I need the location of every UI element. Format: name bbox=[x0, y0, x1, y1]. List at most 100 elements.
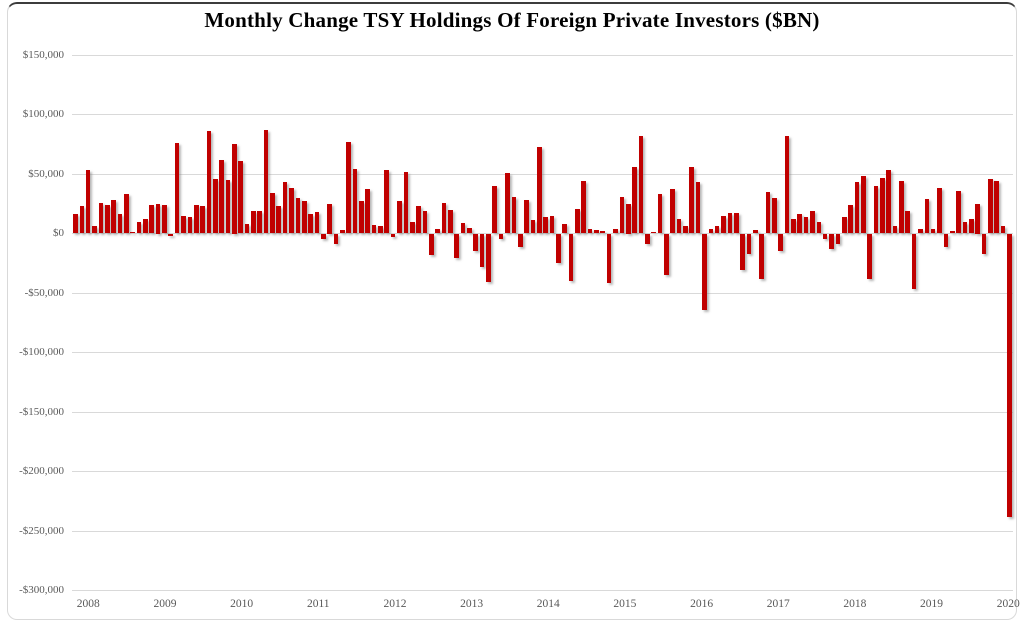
bar-month-21 bbox=[206, 131, 212, 234]
bar-month-114 bbox=[797, 214, 803, 234]
bar-month-81 bbox=[587, 228, 593, 234]
bar-month-117 bbox=[816, 221, 822, 234]
bar-month-78 bbox=[568, 233, 574, 282]
chart-border-frame bbox=[7, 2, 1017, 620]
x-axis-tick-label: 2019 bbox=[920, 598, 944, 610]
bar-month-74 bbox=[543, 216, 548, 234]
bar-month-85 bbox=[613, 228, 618, 234]
bar-month-38 bbox=[314, 212, 320, 234]
bar-month-116 bbox=[810, 210, 815, 234]
bar-month-115 bbox=[803, 216, 809, 234]
y-axis-tick-label: $0 bbox=[53, 227, 64, 239]
bar-month-95 bbox=[676, 219, 682, 234]
bar-month-18 bbox=[187, 216, 193, 234]
bar-month-0 bbox=[73, 214, 78, 234]
bar-month-132 bbox=[911, 233, 917, 290]
bar-month-105 bbox=[740, 233, 745, 271]
bar-month-56 bbox=[428, 233, 434, 255]
gridline bbox=[72, 352, 1013, 353]
gridline bbox=[72, 54, 1013, 56]
bar-month-6 bbox=[111, 200, 116, 234]
bar-month-57 bbox=[435, 228, 440, 234]
y-axis-tick-label: -$300,000 bbox=[19, 584, 64, 596]
bar-month-25 bbox=[232, 144, 237, 234]
chart-title: Monthly Change TSY Holdings Of Foreign P… bbox=[204, 8, 820, 32]
bar-month-90 bbox=[644, 233, 650, 245]
bar-month-31 bbox=[270, 193, 275, 234]
bar-month-37 bbox=[308, 214, 313, 234]
bar-month-20 bbox=[200, 206, 205, 234]
bar-month-139 bbox=[956, 190, 961, 234]
bar-month-40 bbox=[327, 203, 332, 234]
x-axis-tick-label: 2009 bbox=[153, 598, 177, 610]
bar-month-9 bbox=[130, 232, 135, 234]
bar-month-142 bbox=[975, 203, 980, 234]
x-axis-tick-label: 2016 bbox=[690, 598, 714, 610]
bar-month-103 bbox=[727, 213, 733, 234]
bar-month-3 bbox=[92, 226, 97, 234]
bar-month-76 bbox=[556, 233, 561, 264]
bar-month-96 bbox=[683, 226, 688, 234]
bar-month-136 bbox=[937, 188, 942, 234]
bar-month-4 bbox=[98, 202, 104, 234]
y-axis-tick-label: $150,000 bbox=[22, 48, 64, 61]
gridline bbox=[72, 292, 1013, 294]
bar-month-2 bbox=[85, 170, 91, 234]
bar-month-26 bbox=[238, 160, 243, 234]
bar-month-7 bbox=[117, 214, 123, 234]
bar-month-14 bbox=[162, 204, 167, 234]
y-axis-tick-label: -$50,000 bbox=[24, 286, 64, 299]
gridline bbox=[72, 590, 1013, 591]
bar-month-19 bbox=[193, 204, 199, 234]
bar-month-94 bbox=[670, 189, 675, 234]
x-axis-tick-label: 2010 bbox=[230, 598, 254, 610]
gridline bbox=[72, 411, 1013, 413]
bar-month-70 bbox=[517, 233, 523, 247]
bar-month-104 bbox=[733, 213, 739, 234]
bar-month-92 bbox=[657, 194, 663, 234]
bar-month-131 bbox=[905, 210, 911, 234]
bar-month-109 bbox=[765, 191, 771, 234]
bar-month-33 bbox=[282, 182, 288, 234]
x-axis-tick-label: 2014 bbox=[536, 598, 560, 610]
y-axis-tick-label: $100,000 bbox=[22, 108, 64, 120]
bar-month-145 bbox=[994, 181, 999, 234]
bar-month-32 bbox=[276, 206, 282, 234]
bar-month-24 bbox=[225, 179, 231, 234]
x-axis-tick-label: 2018 bbox=[843, 598, 867, 610]
bar-month-47 bbox=[371, 225, 377, 234]
bar-month-130 bbox=[899, 181, 904, 234]
bar-month-10 bbox=[136, 221, 142, 234]
bar-month-146 bbox=[1000, 226, 1006, 234]
bar-month-119 bbox=[829, 233, 834, 249]
bar-month-113 bbox=[791, 219, 796, 234]
y-axis-tick-label: -$200,000 bbox=[19, 465, 64, 477]
bar-month-46 bbox=[365, 189, 371, 234]
bar-month-88 bbox=[632, 166, 637, 234]
bar-month-80 bbox=[581, 181, 587, 234]
x-axis-tick-label: 2013 bbox=[460, 598, 484, 610]
bar-month-30 bbox=[263, 129, 269, 234]
gridline bbox=[72, 233, 1013, 234]
bar-month-8 bbox=[124, 194, 129, 234]
gridline bbox=[72, 471, 1013, 472]
bar-month-22 bbox=[212, 178, 218, 234]
bar-month-71 bbox=[524, 200, 529, 234]
bar-month-66 bbox=[492, 185, 498, 234]
bar-month-125 bbox=[867, 233, 872, 279]
bar-month-23 bbox=[219, 159, 224, 234]
bar-month-13 bbox=[155, 203, 161, 234]
bar-month-49 bbox=[384, 170, 390, 234]
bar-month-84 bbox=[606, 233, 612, 284]
bar-month-36 bbox=[301, 201, 307, 234]
bar-month-29 bbox=[257, 210, 263, 234]
bar-month-129 bbox=[892, 226, 898, 234]
bar-month-99 bbox=[702, 233, 707, 310]
bar-month-17 bbox=[181, 215, 186, 234]
bar-month-141 bbox=[968, 219, 974, 234]
bar-month-135 bbox=[930, 228, 936, 234]
bar-month-123 bbox=[854, 182, 860, 234]
bar-month-45 bbox=[359, 201, 364, 234]
gridline bbox=[72, 173, 1013, 175]
bar-month-140 bbox=[962, 221, 968, 234]
